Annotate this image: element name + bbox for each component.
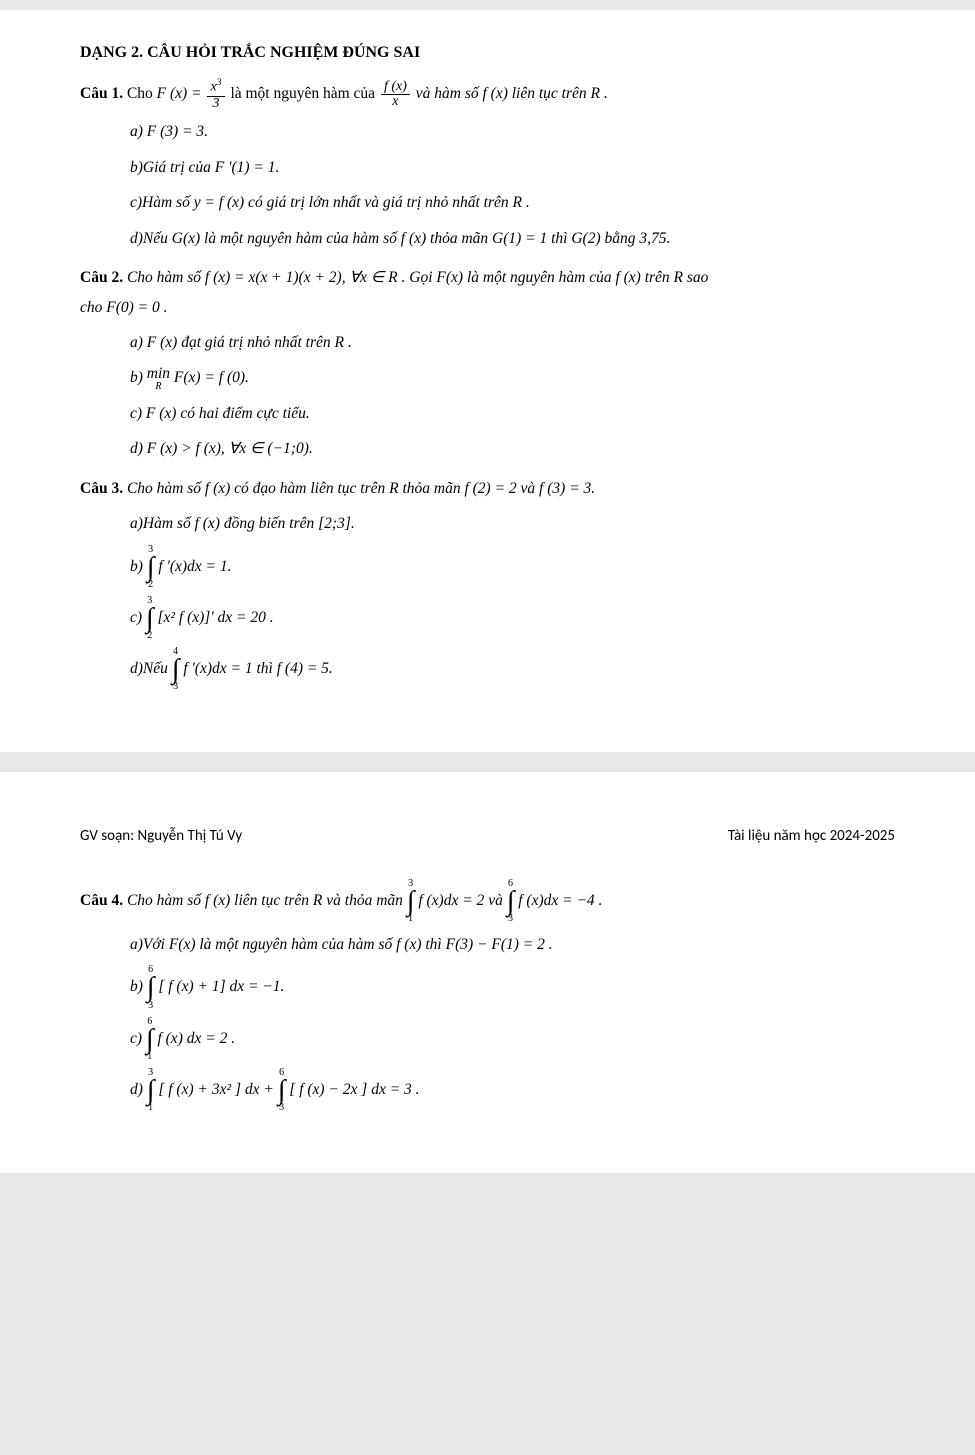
integral-icon: ∫ — [147, 1078, 155, 1103]
q4-opt-b: b) 6 ∫ 3 [ f (x) + 1] dx = −1. — [130, 965, 895, 1010]
q4-opt-a: a)Với F(x) là một nguyên hàm của hàm số … — [130, 930, 895, 959]
integral-icon: ∫ — [407, 889, 415, 914]
q1-frac2: f (x) x — [381, 80, 410, 110]
integral-icon: ∫ — [146, 606, 154, 631]
q1-pre: Cho — [127, 85, 157, 102]
q3-b-int: 3 ∫ 2 — [147, 545, 155, 590]
q4-opt-d: d) 3 ∫ 1 [ f (x) + 3x² ] dx + 6 ∫ 3 [ f … — [130, 1068, 895, 1113]
q1-F: F (x) = — [157, 85, 206, 102]
q3-options: a)Hàm số f (x) đồng biến trên [2;3]. b) … — [130, 509, 895, 692]
q3-label: Câu 3. — [80, 480, 123, 497]
q1-opt-b: b)Giá trị của F '(1) = 1. — [130, 153, 895, 182]
author-label: GV soạn: Nguyễn Thị Tú Vy — [80, 822, 242, 851]
question-2: Câu 2. Cho hàm số f (x) = x(x + 1)(x + 2… — [80, 263, 895, 292]
q1-frac2-num: f (x) — [381, 80, 410, 96]
q3-d-pre: d)Nếu — [130, 660, 172, 677]
q2-opt-a: a) F (x) đạt giá trị nhỏ nhất trên R . — [130, 328, 895, 357]
q1-post: và hàm số f (x) liên tục trên R . — [416, 85, 608, 102]
q1-opt-a: a) F (3) = 3. — [130, 117, 895, 146]
q4-d2-int: 6 ∫ 3 — [278, 1068, 286, 1113]
q2-min-top: min — [147, 366, 170, 382]
q1-frac1-den: 3 — [207, 97, 224, 112]
q4-b-body: [ f (x) + 1] dx = −1. — [158, 979, 284, 996]
q4-i2-body: f (x)dx = −4 . — [518, 892, 602, 909]
page-header-row: GV soạn: Nguyễn Thị Tú Vy Tài liệu năm h… — [80, 822, 895, 851]
q4-b-int: 6 ∫ 3 — [147, 965, 155, 1010]
q3-b-pre: b) — [130, 558, 147, 575]
q1-opt-c: c)Hàm số y = f (x) có giá trị lớn nhất v… — [130, 188, 895, 217]
q3-opt-b: b) 3 ∫ 2 f '(x)dx = 1. — [130, 545, 895, 590]
section-title: DẠNG 2. CÂU HỎI TRẮC NGHIỆM ĐÚNG SAI — [80, 38, 895, 68]
q3-text: Cho hàm số f (x) có đạo hàm liên tục trê… — [127, 480, 595, 497]
q4-pre: Cho hàm số f (x) liên tục trên R và thỏa… — [127, 892, 407, 909]
q4-mid: và — [488, 892, 507, 909]
q3-b-body: f '(x)dx = 1. — [158, 558, 231, 575]
q2-min-sub: R — [147, 382, 170, 392]
q4-i1: 3 ∫ 1 — [407, 879, 415, 924]
q3-d-post: thì f (4) = 5. — [256, 660, 332, 677]
q1-options: a) F (3) = 3. b)Giá trị của F '(1) = 1. … — [130, 117, 895, 253]
q4-d2-body: [ f (x) − 2x ] dx = 3 . — [289, 1081, 419, 1098]
q4-d1-body: [ f (x) + 3x² ] dx + — [158, 1081, 277, 1098]
q2-text2: cho F(0) = 0 . — [80, 293, 895, 322]
integral-icon: ∫ — [147, 555, 155, 580]
q4-d-pre: d) — [130, 1081, 147, 1098]
q4-options: a)Với F(x) là một nguyên hàm của hàm số … — [130, 930, 895, 1113]
q4-b-pre: b) — [130, 979, 147, 996]
q2-opt-c: c) F (x) có hai điểm cực tiểu. — [130, 399, 895, 428]
q1-frac2-den: x — [381, 95, 410, 110]
q4-i1-body: f (x)dx = 2 — [418, 892, 484, 909]
q4-c-body: f (x) dx = 2 . — [157, 1030, 235, 1047]
q3-c-int: 3 ∫ 2 — [146, 596, 154, 641]
q1-frac1-sup: 3 — [217, 77, 222, 88]
q3-c-pre: c) — [130, 609, 146, 626]
q3-d-body: f '(x)dx = 1 — [183, 660, 252, 677]
q4-label: Câu 4. — [80, 892, 123, 909]
integral-icon: ∫ — [172, 657, 180, 682]
q2-label: Câu 2. — [80, 269, 123, 286]
q4-c-pre: c) — [130, 1030, 146, 1047]
q1-frac1: x3 3 — [207, 78, 224, 111]
q2-opt-d: d) F (x) > f (x), ∀x ∈ (−1;0). — [130, 434, 895, 463]
question-3: Câu 3. Cho hàm số f (x) có đạo hàm liên … — [80, 474, 895, 503]
integral-icon: ∫ — [147, 975, 155, 1000]
question-4: Câu 4. Cho hàm số f (x) liên tục trên R … — [80, 879, 895, 924]
q1-label: Câu 1. — [80, 85, 123, 102]
page-1: DẠNG 2. CÂU HỎI TRẮC NGHIỆM ĐÚNG SAI Câu… — [0, 10, 975, 752]
q1-opt-d: d)Nếu G(x) là một nguyên hàm của hàm số … — [130, 224, 895, 253]
integral-icon: ∫ — [507, 889, 515, 914]
q2-b-pre: b) — [130, 369, 147, 386]
q4-c-int: 6 ∫ 1 — [146, 1017, 154, 1062]
question-1: Câu 1. Cho F (x) = x3 3 là một nguyên hà… — [80, 78, 895, 111]
q2-b-post: F(x) = f (0). — [174, 369, 249, 386]
q4-d1-int: 3 ∫ 1 — [147, 1068, 155, 1113]
q3-opt-c: c) 3 ∫ 2 [x² f (x)]' dx = 20 . — [130, 596, 895, 641]
q2-min: min R — [147, 366, 170, 392]
q3-d-int: 4 ∫ 3 — [172, 647, 180, 692]
q3-opt-d: d)Nếu 4 ∫ 3 f '(x)dx = 1 thì f (4) = 5. — [130, 647, 895, 692]
q2-options: a) F (x) đạt giá trị nhỏ nhất trên R . b… — [130, 328, 895, 464]
q3-opt-a: a)Hàm số f (x) đồng biến trên [2;3]. — [130, 509, 895, 538]
q2-text: Cho hàm số f (x) = x(x + 1)(x + 2), ∀x ∈… — [127, 269, 708, 286]
q4-i2: 6 ∫ 3 — [507, 879, 515, 924]
q3-c-body: [x² f (x)]' dx = 20 . — [157, 609, 273, 626]
year-label: Tài liệu năm học 2024-2025 — [728, 822, 895, 851]
integral-icon: ∫ — [278, 1078, 286, 1103]
integral-icon: ∫ — [146, 1027, 154, 1052]
q2-opt-b: b) min R F(x) = f (0). — [130, 363, 895, 392]
q4-opt-c: c) 6 ∫ 1 f (x) dx = 2 . — [130, 1017, 895, 1062]
q1-mid: là một nguyên hàm của — [230, 85, 379, 102]
page-2: GV soạn: Nguyễn Thị Tú Vy Tài liệu năm h… — [0, 772, 975, 1173]
